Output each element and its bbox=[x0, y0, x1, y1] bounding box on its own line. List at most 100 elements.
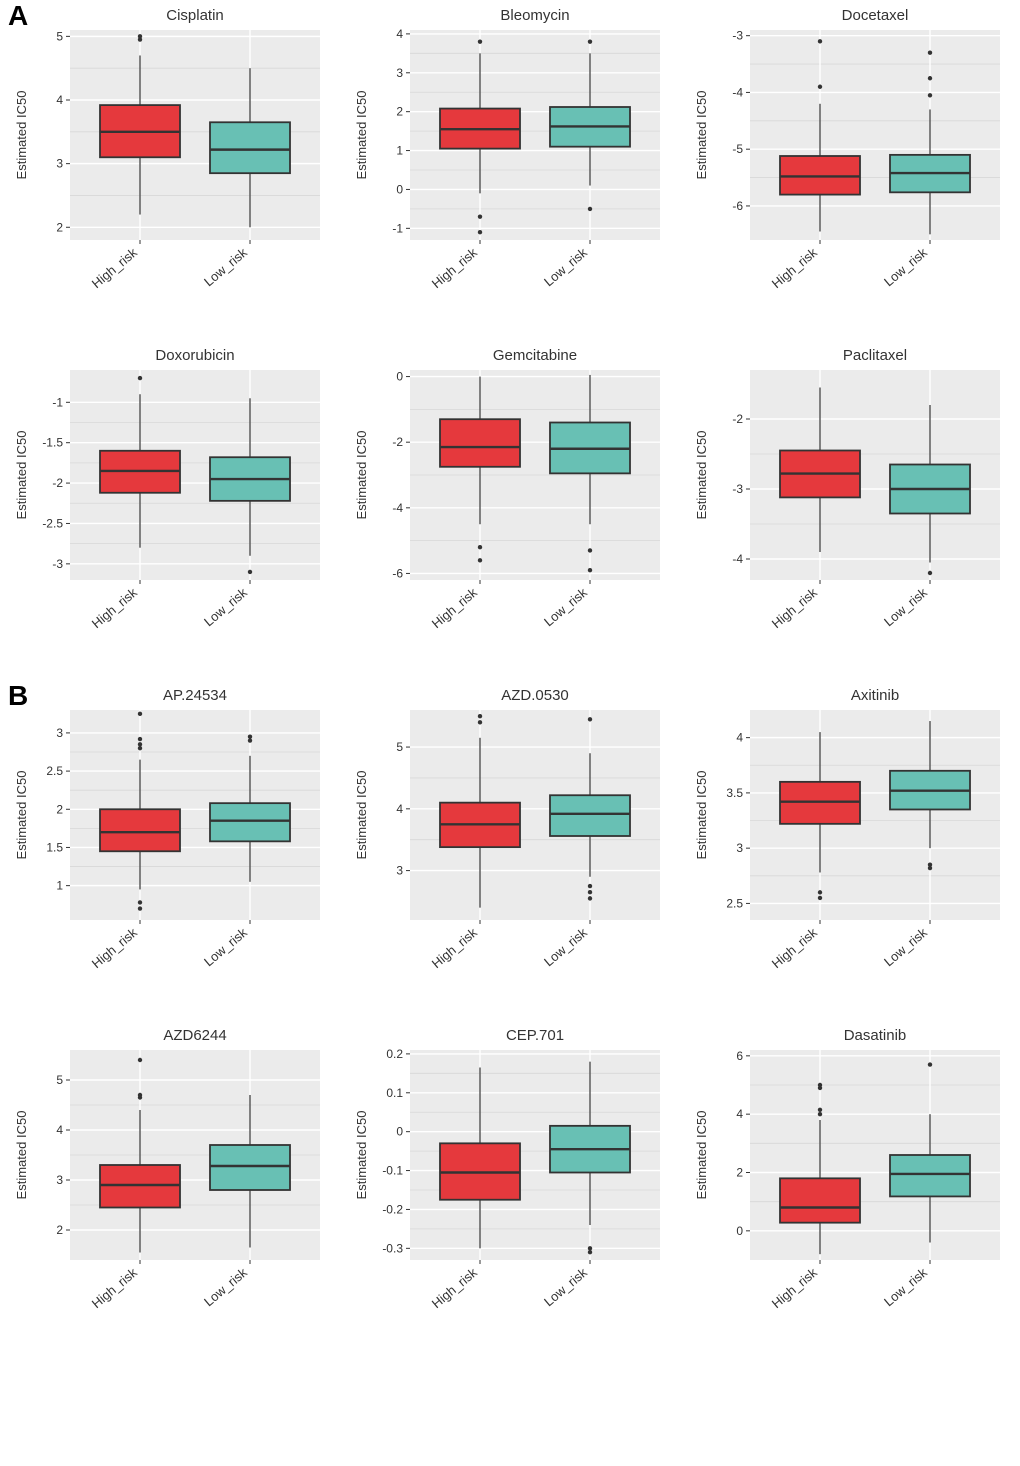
svg-text:Paclitaxel: Paclitaxel bbox=[843, 347, 907, 364]
svg-text:High_risk: High_risk bbox=[89, 584, 141, 631]
svg-text:Low_risk: Low_risk bbox=[541, 244, 590, 289]
svg-text:Estimated IC50: Estimated IC50 bbox=[694, 1111, 709, 1200]
svg-text:5: 5 bbox=[396, 740, 403, 754]
boxplot-panel: -6-4-20GemcitabineEstimated IC50High_ris… bbox=[340, 340, 680, 680]
svg-text:4: 4 bbox=[56, 1123, 63, 1137]
svg-text:Doxorubicin: Doxorubicin bbox=[155, 347, 234, 364]
svg-text:-0.1: -0.1 bbox=[382, 1164, 403, 1178]
svg-text:-0.2: -0.2 bbox=[382, 1202, 403, 1216]
svg-text:2: 2 bbox=[56, 802, 63, 816]
svg-text:2: 2 bbox=[56, 1223, 63, 1237]
svg-text:CEP.701: CEP.701 bbox=[506, 1027, 564, 1044]
svg-text:0.2: 0.2 bbox=[386, 1047, 403, 1061]
svg-text:0: 0 bbox=[396, 370, 403, 384]
svg-text:Low_risk: Low_risk bbox=[881, 244, 930, 289]
panel: -3-2.5-2-1.5-1DoxorubicinEstimated IC50H… bbox=[0, 340, 340, 680]
svg-text:2.5: 2.5 bbox=[46, 764, 63, 778]
panel: -4 -3 -2 Paclitaxel Estimated IC50 High_risk L… bbox=[680, 340, 1020, 680]
svg-text:3: 3 bbox=[56, 1173, 63, 1187]
svg-text:5: 5 bbox=[56, 29, 63, 43]
svg-text:Estimated IC50: Estimated IC50 bbox=[14, 431, 29, 520]
panel: 11.522.53AP.24534Estimated IC50High_risk… bbox=[0, 680, 340, 1020]
boxplot-panel: -4 -3 -2 Paclitaxel Estimated IC50 High_risk L… bbox=[680, 340, 1020, 680]
panel: -101234BleomycinEstimated IC50High_riskL… bbox=[340, 0, 680, 340]
svg-text:Low_risk: Low_risk bbox=[201, 1264, 250, 1309]
svg-text:3: 3 bbox=[396, 864, 403, 878]
svg-text:4: 4 bbox=[736, 731, 743, 745]
svg-text:High_risk: High_risk bbox=[89, 924, 141, 971]
svg-text:-2.5: -2.5 bbox=[42, 516, 63, 530]
svg-text:High_risk: High_risk bbox=[769, 584, 821, 631]
svg-text:3: 3 bbox=[396, 66, 403, 80]
svg-text:0: 0 bbox=[396, 182, 403, 196]
svg-text:Low_risk: Low_risk bbox=[881, 584, 930, 629]
svg-text:-4: -4 bbox=[732, 552, 743, 566]
svg-text:AP.24534: AP.24534 bbox=[163, 687, 227, 704]
svg-text:High_risk: High_risk bbox=[769, 244, 821, 291]
svg-text:Docetaxel: Docetaxel bbox=[842, 7, 909, 24]
svg-text:Estimated IC50: Estimated IC50 bbox=[14, 771, 29, 860]
svg-text:High_risk: High_risk bbox=[89, 1264, 141, 1311]
svg-text:High_risk: High_risk bbox=[89, 244, 141, 291]
svg-text:High_risk: High_risk bbox=[769, 924, 821, 971]
svg-text:0: 0 bbox=[736, 1224, 743, 1238]
svg-text:0.1: 0.1 bbox=[386, 1086, 403, 1100]
panel: -0.3 -0.2 -0.1 0 0.1 0.2 CEP.701 Estimated IC50… bbox=[340, 1020, 680, 1360]
svg-text:5: 5 bbox=[56, 1073, 63, 1087]
svg-text:Low_risk: Low_risk bbox=[541, 584, 590, 629]
panel-row: -3-2.5-2-1.5-1DoxorubicinEstimated IC50H… bbox=[0, 340, 1020, 680]
svg-text:3: 3 bbox=[56, 726, 63, 740]
svg-text:-1: -1 bbox=[392, 221, 403, 235]
svg-text:Estimated IC50: Estimated IC50 bbox=[354, 431, 369, 520]
svg-text:2: 2 bbox=[56, 220, 63, 234]
svg-text:-0.3: -0.3 bbox=[382, 1241, 403, 1255]
svg-text:4: 4 bbox=[396, 27, 403, 41]
svg-text:4: 4 bbox=[736, 1107, 743, 1121]
panel-row: 11.522.53AP.24534Estimated IC50High_risk… bbox=[0, 680, 1020, 1020]
panel-row: 2 3 4 5 AZD6244 Estimated IC50 High_risk Low_ri… bbox=[0, 1020, 1020, 1360]
boxplot-panel: -3-2.5-2-1.5-1DoxorubicinEstimated IC50H… bbox=[0, 340, 340, 680]
svg-text:-3: -3 bbox=[52, 557, 63, 571]
svg-text:AZD6244: AZD6244 bbox=[163, 1027, 226, 1044]
boxplot-panel: -6-5-4-3DocetaxelEstimated IC50High_risk… bbox=[680, 0, 1020, 340]
svg-text:Gemcitabine: Gemcitabine bbox=[493, 347, 577, 364]
svg-text:Estimated IC50: Estimated IC50 bbox=[354, 1111, 369, 1200]
panel: 0246DasatinibEstimated IC50High_riskLow_… bbox=[680, 1020, 1020, 1360]
svg-text:0: 0 bbox=[396, 1125, 403, 1139]
panel-row: 2345CisplatinEstimated IC50High_riskLow_… bbox=[0, 0, 1020, 340]
svg-text:Dasatinib: Dasatinib bbox=[844, 1027, 907, 1044]
svg-text:Estimated IC50: Estimated IC50 bbox=[14, 91, 29, 180]
boxplot-panel: 11.522.53AP.24534Estimated IC50High_risk… bbox=[0, 680, 340, 1020]
svg-text:-2: -2 bbox=[732, 412, 743, 426]
svg-text:3.5: 3.5 bbox=[726, 786, 743, 800]
svg-text:High_risk: High_risk bbox=[769, 1264, 821, 1311]
svg-text:Estimated IC50: Estimated IC50 bbox=[694, 771, 709, 860]
svg-text:-5: -5 bbox=[732, 142, 743, 156]
svg-text:Low_risk: Low_risk bbox=[881, 1264, 930, 1309]
svg-text:Estimated IC50: Estimated IC50 bbox=[694, 431, 709, 520]
svg-text:Low_risk: Low_risk bbox=[541, 924, 590, 969]
svg-text:2: 2 bbox=[396, 105, 403, 119]
svg-text:High_risk: High_risk bbox=[429, 244, 481, 291]
boxplot-panel: 345AZD.0530Estimated IC50High_riskLow_ri… bbox=[340, 680, 680, 1020]
svg-text:Estimated IC50: Estimated IC50 bbox=[14, 1111, 29, 1200]
svg-text:-2: -2 bbox=[392, 435, 403, 449]
svg-text:Low_risk: Low_risk bbox=[201, 244, 250, 289]
svg-text:Estimated IC50: Estimated IC50 bbox=[354, 771, 369, 860]
boxplot-panel: 0246DasatinibEstimated IC50High_riskLow_… bbox=[680, 1020, 1020, 1360]
svg-text:-1: -1 bbox=[52, 395, 63, 409]
svg-text:-4: -4 bbox=[732, 85, 743, 99]
svg-text:AZD.0530: AZD.0530 bbox=[501, 687, 569, 704]
boxplot-panel: 2.533.54AxitinibEstimated IC50High_riskL… bbox=[680, 680, 1020, 1020]
svg-text:High_risk: High_risk bbox=[429, 584, 481, 631]
svg-text:4: 4 bbox=[56, 93, 63, 107]
svg-text:-3: -3 bbox=[732, 29, 743, 43]
svg-text:2: 2 bbox=[736, 1166, 743, 1180]
panel: 2 3 4 5 AZD6244 Estimated IC50 High_risk Low_ri… bbox=[0, 1020, 340, 1360]
svg-text:-6: -6 bbox=[392, 566, 403, 580]
svg-text:1: 1 bbox=[396, 144, 403, 158]
svg-text:Estimated IC50: Estimated IC50 bbox=[354, 91, 369, 180]
svg-text:Low_risk: Low_risk bbox=[541, 1264, 590, 1309]
figure-section: A2345CisplatinEstimated IC50High_riskLow… bbox=[0, 0, 1020, 680]
svg-text:-3: -3 bbox=[732, 482, 743, 496]
